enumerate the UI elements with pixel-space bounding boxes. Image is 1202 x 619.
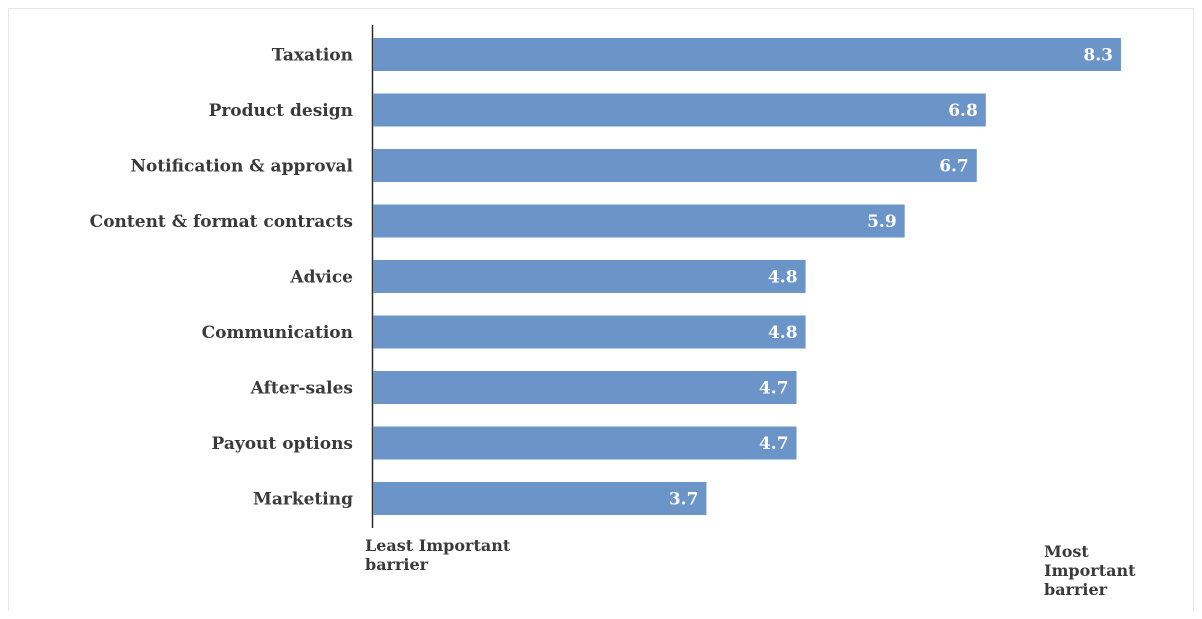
bar-after-sales [373, 371, 797, 404]
value-label-payout-options: 4.7 [759, 434, 789, 454]
category-label-advice: Advice [289, 268, 353, 288]
chart-frame [8, 8, 1194, 611]
bar-group-after-sales: After-sales 4.7 [250, 371, 797, 404]
value-label-communication: 4.8 [768, 323, 798, 343]
category-label-product-design: Product design [209, 101, 353, 121]
bar-taxation [373, 38, 1121, 71]
value-label-notification-approval: 6.7 [939, 157, 969, 177]
category-label-payout-options: Payout options [212, 434, 354, 454]
value-label-after-sales: 4.7 [759, 379, 789, 399]
value-label-advice: 4.8 [768, 268, 798, 288]
bar-group-communication: Communication 4.8 [202, 315, 806, 349]
bar-group-marketing: Marketing 3.7 [253, 482, 707, 515]
category-label-marketing: Marketing [253, 490, 353, 510]
most-important-line3: barrier [1044, 580, 1108, 599]
most-important-line1: Most [1044, 542, 1089, 561]
most-important-line2: Important [1044, 561, 1136, 580]
bar-product-design [373, 93, 986, 127]
bar-group-content-format-contracts: Content & format contracts 5.9 [90, 204, 905, 238]
bar-marketing [373, 482, 707, 515]
bar-group-taxation: Taxation 8.3 [272, 38, 1121, 71]
category-label-notification-approval: Notification & approval [130, 157, 353, 177]
bars-layer: Taxation 8.3 Product design 6.8 Notification… [90, 38, 1121, 515]
bar-group-advice: Advice 4.8 [289, 260, 806, 293]
bar-notification-approval [373, 149, 977, 182]
value-label-content-format-contracts: 5.9 [867, 212, 897, 232]
least-important-line1: Least Important [365, 536, 511, 555]
bar-content-format-contracts [373, 204, 905, 238]
value-label-product-design: 6.8 [948, 101, 978, 121]
bar-group-notification-approval: Notification & approval 6.7 [130, 149, 977, 182]
bar-communication [373, 315, 806, 349]
value-label-marketing: 3.7 [669, 490, 699, 510]
least-important-line2: barrier [365, 555, 429, 574]
category-label-taxation: Taxation [272, 46, 353, 66]
bar-group-product-design: Product design 6.8 [209, 93, 986, 127]
most-important-annotation: Most Important barrier [1044, 542, 1184, 599]
bar-advice [373, 260, 806, 293]
bar-group-payout-options: Payout options 4.7 [212, 426, 797, 460]
category-label-communication: Communication [202, 323, 353, 343]
value-label-taxation: 8.3 [1083, 46, 1113, 66]
least-important-annotation: Least Important barrier [365, 536, 565, 574]
category-label-content-format-contracts: Content & format contracts [90, 212, 353, 232]
category-label-after-sales: After-sales [250, 379, 353, 399]
bar-payout-options [373, 426, 797, 460]
